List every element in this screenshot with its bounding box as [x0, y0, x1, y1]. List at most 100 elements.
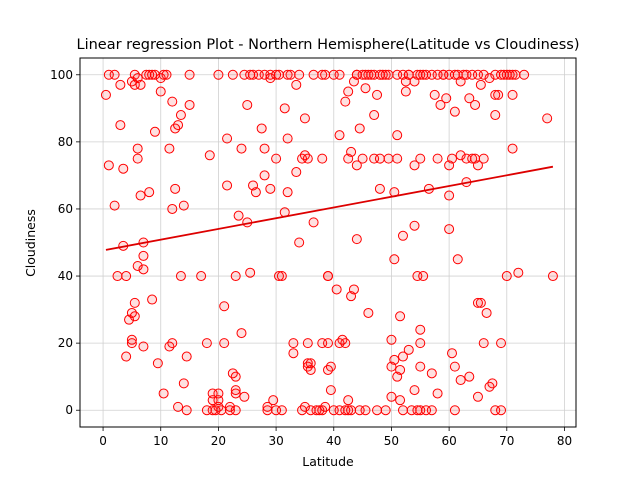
data-point	[421, 69, 432, 80]
data-point	[276, 405, 287, 416]
data-point	[490, 110, 501, 121]
data-point	[449, 361, 460, 372]
axes: 0 10 20 30 40 50 60 70 80 0 20 40 60 80 100	[50, 68, 572, 448]
data-point	[478, 338, 489, 349]
data-point	[369, 110, 380, 121]
data-point	[242, 99, 253, 110]
x-tick-label: 50	[384, 434, 399, 448]
data-point	[360, 83, 371, 94]
data-point	[447, 348, 457, 359]
y-axis-label: Cloudiness	[23, 209, 38, 277]
x-tick-label: 80	[557, 434, 572, 448]
data-point	[302, 153, 313, 164]
data-point	[472, 160, 483, 171]
data-point	[271, 69, 282, 80]
data-point	[432, 153, 443, 164]
plot-frame	[79, 57, 577, 428]
data-point	[455, 375, 466, 386]
data-point	[201, 338, 212, 349]
data-point	[253, 69, 264, 80]
data-point	[447, 153, 457, 164]
data-point	[507, 89, 518, 100]
data-point	[435, 99, 446, 110]
data-point	[167, 203, 178, 214]
data-point	[470, 99, 481, 110]
data-point	[363, 69, 374, 80]
data-point	[181, 405, 192, 416]
data-point	[542, 113, 553, 124]
data-point	[392, 130, 403, 141]
data-point	[305, 364, 316, 375]
data-point	[291, 79, 302, 90]
data-point	[395, 364, 406, 375]
data-point	[103, 160, 114, 171]
data-point	[426, 368, 437, 379]
data-point	[132, 153, 143, 164]
data-point	[372, 405, 383, 416]
data-point	[426, 405, 437, 416]
data-point	[507, 69, 518, 80]
data-point	[308, 69, 319, 80]
data-point	[219, 338, 230, 349]
data-point	[288, 348, 299, 359]
data-point	[291, 167, 302, 178]
data-point	[357, 153, 368, 164]
data-point	[222, 133, 233, 144]
data-point	[273, 271, 284, 282]
data-point	[452, 254, 463, 265]
data-point	[245, 267, 256, 278]
x-tick-label: 10	[153, 434, 168, 448]
data-point	[230, 371, 241, 382]
y-tick-label: 20	[58, 336, 73, 350]
data-point	[346, 146, 357, 157]
data-point	[121, 271, 132, 282]
data-point	[230, 385, 241, 396]
y-tick-label: 100	[50, 68, 73, 82]
data-point	[135, 79, 146, 90]
data-point	[438, 69, 449, 80]
data-point	[354, 123, 365, 134]
data-point	[328, 405, 339, 416]
data-point	[213, 395, 224, 406]
data-point	[138, 250, 149, 261]
data-point	[386, 334, 397, 345]
data-point	[380, 69, 391, 80]
data-point	[472, 69, 483, 80]
data-point	[158, 69, 169, 80]
data-point	[472, 391, 483, 402]
data-point	[213, 69, 224, 80]
data-point	[302, 338, 313, 349]
data-point	[444, 224, 455, 235]
data-point	[173, 120, 184, 131]
data-point	[510, 69, 521, 80]
data-point	[170, 183, 181, 194]
data-point	[173, 401, 184, 412]
data-point	[464, 371, 475, 382]
data-point	[276, 271, 287, 282]
data-point	[340, 338, 351, 349]
data-point	[374, 153, 385, 164]
data-point	[415, 324, 426, 335]
x-tick-label: 40	[326, 434, 341, 448]
data-point	[230, 271, 241, 282]
data-point	[409, 385, 420, 396]
data-point	[285, 69, 296, 80]
data-point	[129, 311, 140, 322]
data-point	[360, 405, 371, 416]
data-point	[288, 338, 299, 349]
data-point	[415, 361, 426, 372]
data-point	[112, 271, 123, 282]
data-point	[248, 69, 259, 80]
data-point	[409, 160, 420, 171]
data-point	[236, 143, 247, 154]
data-point	[219, 301, 230, 312]
data-point	[109, 200, 120, 211]
data-point	[236, 328, 247, 339]
data-point	[164, 143, 175, 154]
data-point	[314, 405, 325, 416]
data-point	[216, 405, 227, 416]
x-tick-label: 60	[441, 434, 456, 448]
data-point	[547, 271, 558, 282]
data-point	[227, 69, 238, 80]
